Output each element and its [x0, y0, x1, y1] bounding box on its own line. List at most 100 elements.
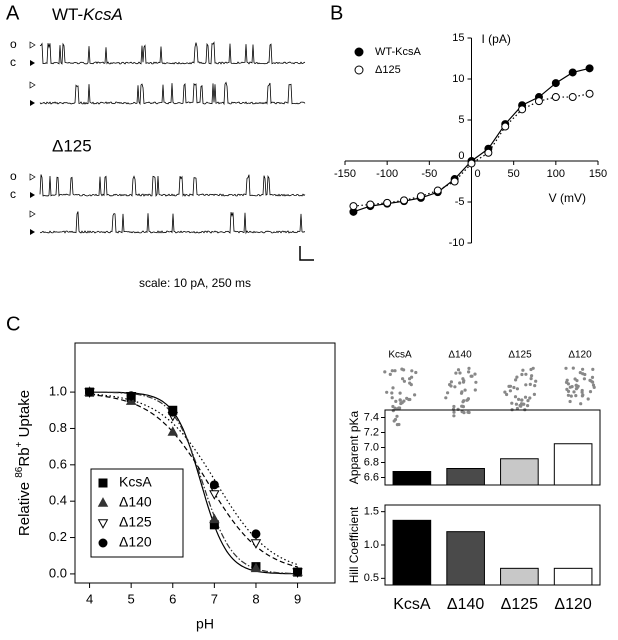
current-trace	[39, 211, 306, 235]
y-tick-label: 7.4	[364, 411, 379, 423]
structure-atom	[466, 410, 470, 414]
structure-atom	[573, 377, 577, 381]
data-point	[551, 93, 560, 102]
bar	[392, 519, 432, 586]
structure-atom	[529, 377, 533, 381]
structure-atom	[393, 406, 397, 410]
structure-atom	[398, 406, 402, 410]
level-label: c	[10, 55, 16, 69]
fit-curve	[89, 391, 298, 575]
x-tick-label: -150	[334, 168, 356, 180]
bar	[553, 567, 593, 586]
structure-atom	[467, 370, 471, 374]
structure-atom	[533, 384, 537, 388]
x-tick-label: Δ120	[554, 596, 591, 613]
bar	[553, 443, 593, 486]
structure-atom	[579, 402, 583, 406]
open-marker	[29, 210, 36, 218]
structure-atom	[398, 391, 402, 395]
structure-atom	[503, 390, 507, 394]
plot-frame	[384, 409, 601, 486]
x-tick-label: 5	[128, 591, 135, 606]
structure-atom	[462, 379, 466, 383]
structure-atom	[583, 372, 587, 377]
scale-caption: scale: 10 pA, 250 ms	[139, 276, 251, 290]
panel-letter: C	[6, 313, 20, 335]
structure-atom	[521, 368, 525, 372]
data-point	[450, 177, 459, 186]
structure-atom	[473, 388, 477, 392]
data-point	[209, 513, 220, 524]
structure-atom	[385, 390, 389, 394]
legend-label: Δ125	[375, 64, 401, 76]
structure-atom	[574, 387, 579, 391]
closed-marker	[30, 192, 35, 198]
data-point	[85, 387, 95, 397]
structure-atom	[452, 404, 456, 409]
structure-atom	[520, 398, 524, 402]
structure-atom	[513, 395, 518, 399]
data-point	[209, 490, 220, 500]
structure-atom	[402, 368, 406, 372]
structure-atom	[515, 406, 520, 411]
structure-atom	[570, 385, 574, 389]
structure-atom	[564, 380, 569, 384]
data-point	[400, 196, 409, 205]
y-tick-label: 10	[452, 73, 464, 85]
structure-atom	[460, 410, 464, 414]
y-tick-label: 1.5	[364, 506, 379, 518]
structure-atom	[461, 404, 465, 408]
structure-atom	[402, 379, 406, 383]
data-point	[534, 97, 543, 106]
structure-atom	[565, 387, 569, 391]
y-tick-label: 6.8	[364, 456, 379, 468]
legend-marker	[97, 497, 109, 507]
legend-label: WT-KcsA	[375, 46, 421, 58]
structure-atom	[413, 393, 417, 397]
legend-marker	[98, 538, 108, 548]
structure-atom	[383, 370, 387, 374]
structure-atom	[569, 394, 573, 398]
y-tick-label: 0.6	[49, 456, 67, 471]
structure-atom	[388, 372, 392, 376]
structure-atom	[517, 397, 521, 401]
bar	[500, 458, 539, 486]
structure-atom	[390, 391, 394, 395]
structure-atom	[402, 399, 406, 403]
structure-atom	[581, 393, 585, 397]
structure-atom	[408, 397, 412, 402]
bar	[392, 471, 432, 486]
y-tick-label: 0.5	[364, 572, 379, 584]
data-point	[366, 200, 375, 209]
data-point	[416, 192, 425, 201]
structure-atom	[512, 385, 516, 390]
closed-marker	[30, 60, 35, 66]
data-point	[126, 391, 136, 401]
legend-label: Δ140	[119, 494, 152, 510]
open-marker	[29, 41, 36, 49]
structure-atom	[393, 369, 397, 373]
y-tick-label: 0.2	[49, 529, 67, 544]
structure-atom	[469, 374, 473, 378]
structure-atom	[391, 404, 395, 409]
trace-title: Δ125	[52, 136, 92, 155]
structure-atom	[405, 396, 409, 400]
structure-label: KcsA	[388, 350, 412, 361]
data-point	[568, 68, 577, 77]
structure-atom	[399, 401, 403, 406]
structure-atom	[528, 382, 532, 386]
trace-title-part: WT-	[52, 5, 83, 24]
structure-atom	[519, 404, 523, 408]
structure-atom	[515, 387, 520, 391]
structure-atom	[465, 398, 469, 402]
structure-atom	[408, 381, 412, 385]
panel-letter: A	[6, 2, 20, 24]
x-tick-label: Δ125	[501, 596, 538, 613]
legend-label: Δ125	[119, 514, 152, 530]
structure-atom	[514, 402, 519, 406]
structure-atom	[589, 379, 593, 383]
x-tick-label: Δ140	[447, 596, 484, 613]
x-tick-label: KcsA	[393, 596, 431, 613]
structure-atom	[458, 381, 462, 385]
